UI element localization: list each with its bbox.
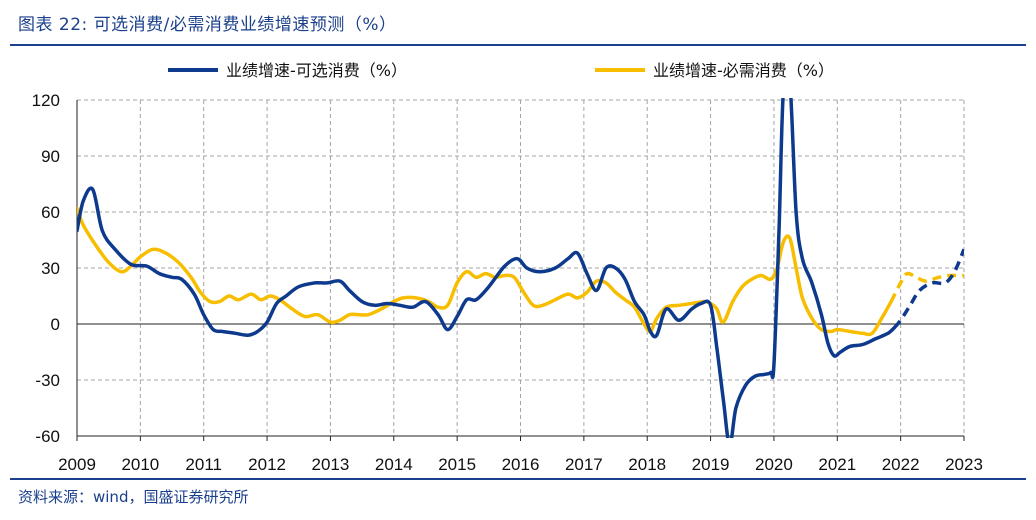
series-line-actual <box>77 98 897 438</box>
title-rule <box>10 44 1026 46</box>
x-tick-label: 2018 <box>628 455 666 474</box>
x-tick-label: 2020 <box>755 455 793 474</box>
series-lines <box>77 98 964 438</box>
x-tick-label: 2014 <box>375 455 413 474</box>
legend-label-series-a: 业绩增速-可选消费（%） <box>226 61 407 80</box>
series-line-forecast <box>889 271 964 303</box>
source-note: 资料来源：wind，国盛证券研究所 <box>18 488 249 506</box>
y-tick-label: 90 <box>41 147 60 166</box>
x-tick-label: 2013 <box>312 455 350 474</box>
x-tick-label: 2023 <box>945 455 983 474</box>
x-tick-label: 2022 <box>882 455 920 474</box>
y-tick-label: 30 <box>41 259 60 278</box>
source-rule <box>10 478 1026 480</box>
x-tick-label: 2021 <box>818 455 856 474</box>
x-tick-label: 2010 <box>121 455 159 474</box>
x-tick-label: 2017 <box>565 455 603 474</box>
legend-label-series-b: 业绩增速-必需消费（%） <box>653 61 834 80</box>
x-tick-label: 2009 <box>58 455 96 474</box>
x-tick-label: 2012 <box>248 455 286 474</box>
y-tick-label: -60 <box>35 427 60 446</box>
series-0 <box>77 98 964 438</box>
y-tick-label: 60 <box>41 203 60 222</box>
y-tick-label: 0 <box>51 315 60 334</box>
figure-title: 图表 22: 可选消费/必需消费业绩增速预测（%） <box>18 15 397 35</box>
legend: 业绩增速-可选消费（%） 业绩增速-必需消费（%） <box>168 61 834 80</box>
x-tick-label: 2011 <box>185 455 222 474</box>
grid <box>77 99 965 437</box>
series-line-forecast <box>893 248 964 329</box>
y-tick-label: 120 <box>32 91 60 110</box>
x-tick-label: 2016 <box>502 455 540 474</box>
y-tick-label: -30 <box>35 371 60 390</box>
series-line-actual <box>77 206 893 337</box>
x-tick-label: 2015 <box>438 455 476 474</box>
x-tick-label: 2019 <box>692 455 730 474</box>
axes: 120 90 60 30 0 -30 -60 2009 2010 2011 2012 2013 2014… <box>32 91 983 474</box>
